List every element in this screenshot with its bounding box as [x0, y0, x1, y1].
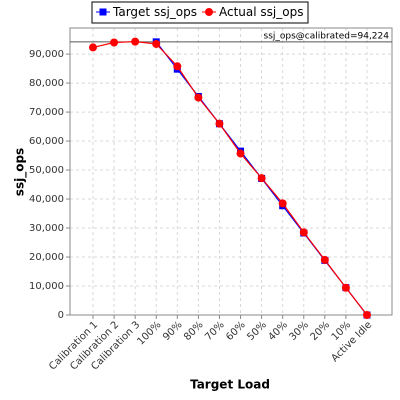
- point: [131, 37, 140, 46]
- y-axis-label: ssj_ops: [13, 148, 28, 196]
- y-tick-label: 20,000: [29, 252, 64, 263]
- y-tick-label: 50,000: [29, 165, 64, 176]
- point: [89, 43, 97, 52]
- y-tick-label: 70,000: [29, 107, 64, 118]
- point: [341, 283, 350, 292]
- y-tick-label: 80,000: [29, 78, 64, 89]
- point: [110, 38, 119, 47]
- annotation: ssj_ops@calibrated=94,224: [264, 31, 390, 41]
- plot-border: [69, 27, 393, 316]
- point: [278, 199, 287, 208]
- point: [99, 8, 107, 16]
- point: [194, 93, 203, 102]
- point: [215, 119, 224, 128]
- point: [320, 255, 329, 264]
- legend-label: Target ssj_ops: [112, 5, 197, 19]
- point: [205, 8, 213, 16]
- x-axis-label: Target Load: [190, 378, 270, 392]
- point: [152, 39, 161, 48]
- point: [363, 311, 371, 319]
- point: [257, 174, 266, 183]
- y-tick-label: 40,000: [29, 194, 64, 205]
- y-tick-label: 30,000: [29, 223, 64, 234]
- y-tick-label: 10,000: [29, 281, 64, 292]
- y-tick-label: 90,000: [29, 49, 64, 60]
- legend-box: [91, 1, 309, 24]
- point: [173, 62, 182, 71]
- point: [299, 228, 308, 237]
- point: [236, 149, 245, 158]
- y-tick-label: 0: [58, 310, 64, 321]
- y-tick-label: 60,000: [29, 136, 64, 147]
- legend-label: Actual ssj_ops: [219, 5, 303, 19]
